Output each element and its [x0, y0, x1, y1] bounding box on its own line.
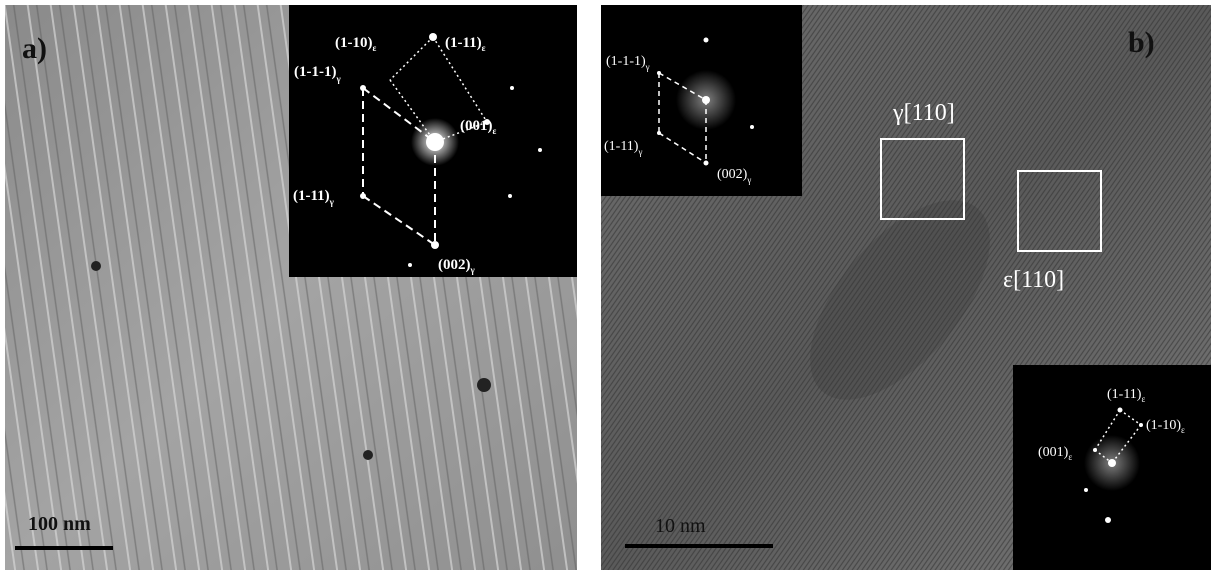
label-part: γ: [637, 147, 642, 157]
region-label: γ[110]: [892, 100, 955, 126]
spot-label: (002)γ: [438, 257, 476, 275]
panel-a: a) 100 nm (1-10)ε (1-11)ε (1-1-1)γ (001)…: [5, 5, 577, 570]
label-part: γ: [470, 265, 476, 275]
label-part: (1-11): [1107, 387, 1142, 402]
spot-label: (1-11)ε: [1107, 387, 1145, 404]
spot-label: (1-11)γ: [604, 139, 642, 157]
panel-label: a): [22, 32, 47, 65]
scale-bar-label: 10 nm: [655, 515, 706, 537]
label-part: (1-11): [445, 35, 482, 51]
spot-label: (001)ε: [1038, 445, 1072, 462]
fft-inset-gamma: (1-1-1)γ (1-11)γ (002)γ: [601, 5, 802, 196]
spot-label: (1-1-1)γ: [606, 54, 650, 72]
label-part: ε: [1141, 394, 1145, 404]
label-part: (1-10): [1146, 418, 1181, 433]
label-part: (1-1-1): [606, 54, 646, 69]
spot-label: (1-11)γ: [293, 188, 335, 207]
label-part: γ: [335, 74, 341, 84]
diffraction-inset: (1-10)ε (1-11)ε (1-1-1)γ (001)ε (1-11)γ …: [289, 5, 577, 277]
scale-bar-label: 100 nm: [28, 513, 91, 535]
panel-label: b): [1128, 26, 1155, 59]
label-part: (002): [438, 257, 471, 273]
label-part: ε: [493, 126, 497, 136]
panel-b: b) γ[110] ε[110] 10 nm (1-1-1)γ (1-11)γ …: [601, 5, 1211, 570]
label-part: (1-10): [335, 35, 373, 51]
label-part: γ: [329, 197, 335, 207]
label-part: (002): [717, 167, 748, 182]
spot-label: (1-10)ε: [1146, 418, 1185, 435]
spot-label: (002)γ: [717, 167, 751, 185]
label-part: (001): [460, 118, 493, 134]
spot-label: (1-10)ε: [335, 35, 377, 53]
label-part: ε: [373, 43, 377, 53]
label-part: ε: [1068, 452, 1072, 462]
label-part: ε: [1181, 425, 1185, 435]
label-part: (1-1-1): [294, 64, 336, 80]
label-part: (1-11): [293, 188, 330, 204]
spot-label: (1-1-1)γ: [294, 64, 341, 84]
spot-label: (001)ε: [460, 118, 497, 136]
label-part: (001): [1038, 445, 1069, 460]
label-part: γ: [746, 175, 751, 185]
spot-label: (1-11)ε: [445, 35, 486, 53]
label-part: γ: [645, 62, 650, 72]
region-label: ε[110]: [1003, 267, 1064, 293]
label-part: ε: [482, 43, 486, 53]
fft-inset-epsilon: (1-11)ε (1-10)ε (001)ε: [1013, 365, 1211, 570]
label-part: (1-11): [604, 139, 639, 154]
